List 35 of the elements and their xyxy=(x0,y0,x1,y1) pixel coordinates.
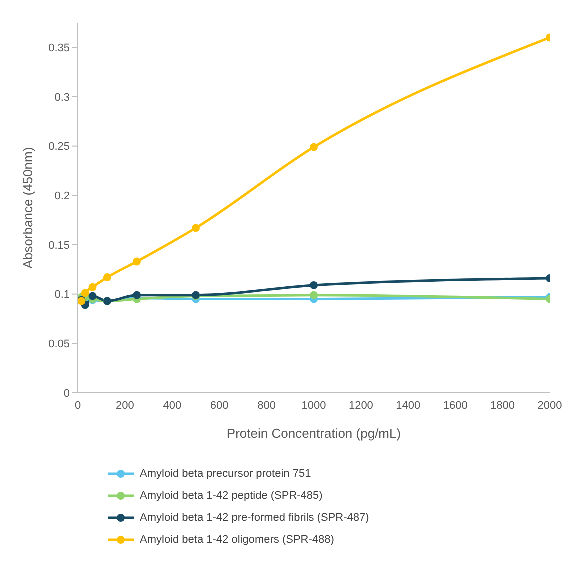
y-axis-title: Absorbance (450nm) xyxy=(20,147,36,269)
x-tick-label: 0 xyxy=(74,400,82,412)
y-tick-label: 0.1 xyxy=(54,289,70,302)
x-axis-title: Protein Concentration (pg/mL) xyxy=(226,426,402,441)
y-tick-label: 0.2 xyxy=(54,190,70,203)
x-tick-label: 1600 xyxy=(443,400,468,412)
legend-label: Amyloid beta precursor protein 751 xyxy=(140,468,312,480)
x-tick-label: 2000 xyxy=(538,400,562,412)
y-tick-label: 0 xyxy=(64,388,70,400)
point xyxy=(310,291,318,300)
point xyxy=(88,292,97,300)
point xyxy=(104,274,112,282)
y-tick-label: 0.3 xyxy=(54,92,70,104)
x-tick-label: 1400 xyxy=(396,400,421,412)
point xyxy=(81,289,90,298)
point xyxy=(133,291,141,300)
x-tick-label: 1200 xyxy=(348,400,374,412)
x-tick-label: 600 xyxy=(210,400,229,412)
x-tick-label: 400 xyxy=(163,400,182,412)
x-tick-label: 1800 xyxy=(490,400,516,412)
point xyxy=(192,224,200,232)
x-tick-label: 1000 xyxy=(302,400,326,412)
y-tick-label: 0.15 xyxy=(48,240,70,252)
y-tick-label: 0.25 xyxy=(48,141,70,154)
y-tick-label: 0.05 xyxy=(48,338,70,351)
legend-label: Amyloid beta 1-42 peptide (SPR-485) xyxy=(140,490,323,502)
point xyxy=(133,258,141,266)
legend-label: Amyloid beta 1-42 pre-formed fibrils (SPR-487) xyxy=(140,512,370,524)
y-tick-label: 0.35 xyxy=(48,42,70,55)
point xyxy=(310,281,318,290)
point xyxy=(310,143,318,152)
x-tick-label: 800 xyxy=(258,400,276,412)
x-tick-label: 200 xyxy=(116,400,134,412)
point xyxy=(88,283,97,292)
legend-label: Amyloid beta 1-42 oligomers (SPR-488) xyxy=(140,534,334,546)
